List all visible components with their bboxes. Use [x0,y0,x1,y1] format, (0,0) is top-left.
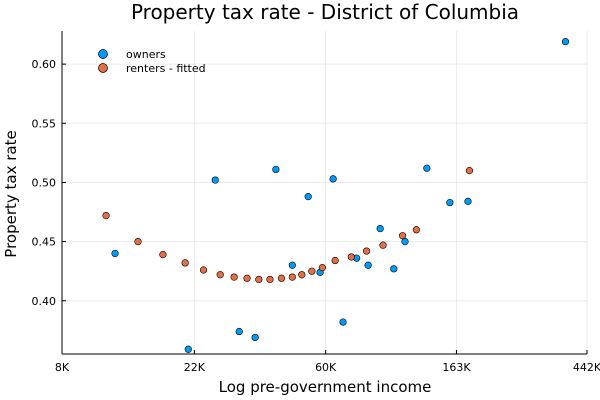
y-tick-label: 0.60 [32,58,57,71]
renters-point [318,264,326,272]
y-axis-label: Property tax rate [2,130,20,257]
owners-point [329,175,337,183]
plot-frame [61,31,587,355]
renters-point [159,251,167,259]
renters-point [255,275,263,284]
renters-point [216,271,224,279]
renters-point [298,271,306,279]
owners-point [272,165,280,174]
owners-point [390,265,398,273]
renters-point [102,211,110,220]
owners-point [111,249,119,258]
legend: owners renters - fitted [98,48,206,75]
owners-point [364,261,372,269]
renters-point [379,241,387,249]
owners-point [401,238,409,246]
renters-point [181,259,189,267]
owners-point [211,176,219,184]
renters-point [362,247,371,255]
y-axis-ticks: 0.40 0.45 0.50 0.55 0.60 [32,58,66,308]
y-tick-label: 0.40 [32,295,57,308]
grid [61,31,588,354]
renters-point [465,167,474,175]
renters-point [398,232,407,240]
y-tick-label: 0.50 [32,176,57,189]
owners-point [288,261,296,269]
renters-point [288,273,296,281]
legend-marker-owners [98,49,108,59]
x-tick-label: 8K [55,361,70,374]
renters-point [308,267,316,275]
owners-point [376,224,384,233]
legend-label-owners: owners [126,48,166,61]
renters-point [134,238,142,246]
owners-point [423,164,431,172]
renters-point [331,256,339,265]
renters-point [347,253,355,261]
owners-point [561,38,570,46]
legend-label-renters: renters - fitted [126,62,206,75]
renters-point [277,274,286,282]
x-tick-label: 442K [573,361,600,374]
x-tick-label: 163K [442,361,471,374]
legend-marker-renters [98,63,108,73]
renters-point [412,226,420,234]
owners-point [184,345,192,353]
owners-point [304,193,312,201]
renters-point [230,273,238,281]
y-tick-label: 0.45 [32,236,57,249]
owners-point [251,333,259,342]
owners-point [446,198,454,207]
x-tick-label: 60K [315,361,337,374]
owners-point [235,327,243,336]
y-tick-label: 0.55 [32,117,57,130]
x-axis-label: Log pre-government income [219,378,432,396]
renters-point [243,274,251,282]
owners-point [339,318,347,326]
renters-point [266,275,274,284]
chart-title: Property tax rate - District of Columbia [131,0,519,24]
x-tick-label: 22K [184,361,206,374]
x-axis-ticks: 8K 22K 60K 163K 442K [55,350,600,374]
owners-point [464,197,472,205]
renters-point [199,266,208,274]
data-points [102,38,570,353]
